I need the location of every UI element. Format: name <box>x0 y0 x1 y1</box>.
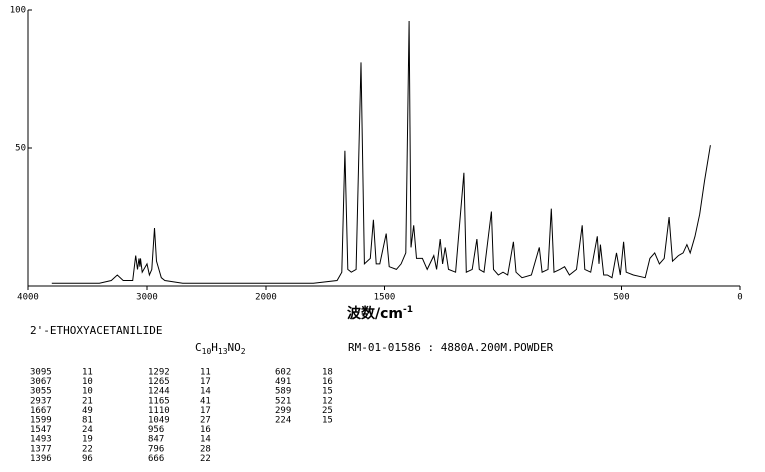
formula-part: NO <box>228 341 241 354</box>
peak-intensity: 10 <box>82 377 93 387</box>
peak-intensity: 14 <box>200 435 211 445</box>
peak-wavenumber: 1667 <box>30 406 52 416</box>
peak-intensity: 28 <box>200 444 211 454</box>
peak-intensity: 15 <box>322 416 333 426</box>
peak-intensity: 81 <box>82 416 93 426</box>
y-tick-label: 100 <box>10 6 26 16</box>
peak-wavenumber: 299 <box>275 406 291 416</box>
peak-intensity: 17 <box>200 377 211 387</box>
peak-intensity: 17 <box>200 406 211 416</box>
peak-wavenumber: 796 <box>148 444 164 454</box>
peak-intensity: 16 <box>200 425 211 435</box>
peak-intensity: 15 <box>322 387 333 397</box>
peak-wavenumber: 3067 <box>30 377 52 387</box>
x-tick-label: 2000 <box>255 293 277 303</box>
y-tick-label: 50 <box>15 144 26 154</box>
x-axis-label: 波数/cm <box>347 305 403 322</box>
peak-wavenumber: 666 <box>148 454 164 464</box>
compound-name: 2'-ETHOXYACETANILIDE <box>30 324 162 337</box>
peak-intensity: 11 <box>82 368 93 378</box>
peak-wavenumber: 1377 <box>30 444 52 454</box>
x-axis-title: 波数/cm-1 <box>347 305 413 323</box>
peak-wavenumber: 847 <box>148 435 164 445</box>
peak-intensity: 22 <box>82 444 93 454</box>
peak-wavenumber: 1292 <box>148 368 170 378</box>
peak-intensity: 19 <box>82 435 93 445</box>
formula-part: 13 <box>218 347 228 356</box>
peak-intensity: 18 <box>322 368 333 378</box>
peak-intensity: 10 <box>82 387 93 397</box>
peak-wavenumber: 3095 <box>30 368 52 378</box>
formula: C10H13NO2 <box>195 341 246 356</box>
peak-intensity: 25 <box>322 406 333 416</box>
peak-intensity: 16 <box>322 377 333 387</box>
x-tick-label: 3000 <box>136 293 158 303</box>
x-axis-label-sup: -1 <box>403 305 413 315</box>
peak-intensity: 11 <box>200 368 211 378</box>
x-tick-label: 0 <box>737 293 742 303</box>
peak-wavenumber: 1265 <box>148 377 170 387</box>
peak-intensity: 49 <box>82 406 93 416</box>
peak-intensity: 22 <box>200 454 211 464</box>
peak-intensity: 24 <box>82 425 93 435</box>
peak-intensity: 27 <box>200 416 211 426</box>
peak-wavenumber: 1547 <box>30 425 52 435</box>
peak-wavenumber: 1110 <box>148 406 170 416</box>
peak-wavenumber: 491 <box>275 377 291 387</box>
x-tick-label: 500 <box>613 293 629 303</box>
formula-part: C <box>195 341 202 354</box>
peak-wavenumber: 589 <box>275 387 291 397</box>
peak-wavenumber: 2937 <box>30 396 52 406</box>
peak-wavenumber: 1599 <box>30 416 52 426</box>
peak-intensity: 21 <box>82 396 93 406</box>
peak-intensity: 96 <box>82 454 93 464</box>
sample-info: RM-01-01586 : 4880A.200M.POWDER <box>348 341 554 354</box>
formula-part: 2 <box>241 347 246 356</box>
peak-wavenumber: 1396 <box>30 454 52 464</box>
formula-part: H <box>211 341 218 354</box>
peak-wavenumber: 1244 <box>148 387 170 397</box>
peak-intensity: 12 <box>322 396 333 406</box>
peak-intensity: 41 <box>200 396 211 406</box>
peak-wavenumber: 3055 <box>30 387 52 397</box>
peak-wavenumber: 602 <box>275 368 291 378</box>
peak-wavenumber: 224 <box>275 416 291 426</box>
peak-intensity: 14 <box>200 387 211 397</box>
x-tick-label: 1500 <box>374 293 396 303</box>
formula-part: 10 <box>202 347 212 356</box>
x-tick-label: 4000 <box>17 293 39 303</box>
peak-wavenumber: 1493 <box>30 435 52 445</box>
spectrum-line <box>51 20 711 284</box>
peak-wavenumber: 956 <box>148 425 164 435</box>
peak-wavenumber: 521 <box>275 396 291 406</box>
peak-wavenumber: 1049 <box>148 416 170 426</box>
peak-wavenumber: 1165 <box>148 396 170 406</box>
